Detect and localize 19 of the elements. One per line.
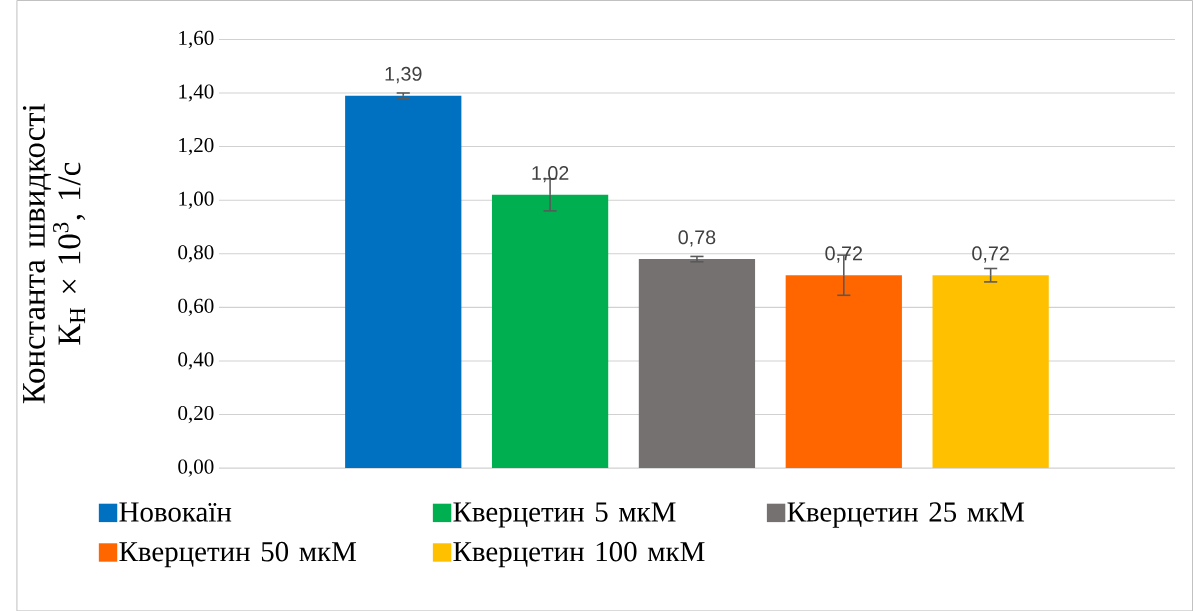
y-tick-label: 0,00	[178, 459, 214, 477]
data-label: 0,78	[678, 230, 716, 247]
y-tick-label: 0,20	[178, 405, 214, 423]
legend-label: Новокаїн	[119, 502, 232, 522]
y-tick-label: 1,00	[179, 191, 214, 209]
data-label: 0,72	[972, 246, 1009, 263]
y-tick-label: 1,20	[179, 137, 214, 155]
y-tick-label: 0,60	[178, 298, 214, 316]
legend-label: Кверцетин 100 мкМ	[453, 541, 705, 568]
y-tick-label: 1,60	[179, 30, 214, 48]
data-label: 1,02	[532, 165, 569, 183]
data-label: 1,39	[385, 66, 422, 83]
legend-label: Кверцетин 25 мкМ	[787, 502, 1025, 528]
data-label: 0,72	[825, 246, 862, 263]
y-tick-label: 0,40	[178, 352, 214, 370]
y-tick-label: 1,40	[179, 84, 214, 102]
legend-label: Кверцетин 50 мкМ	[119, 541, 357, 568]
legend-label: Кверцетин 5 мкМ	[453, 502, 676, 528]
y-tick-label: 0,80	[178, 244, 214, 263]
